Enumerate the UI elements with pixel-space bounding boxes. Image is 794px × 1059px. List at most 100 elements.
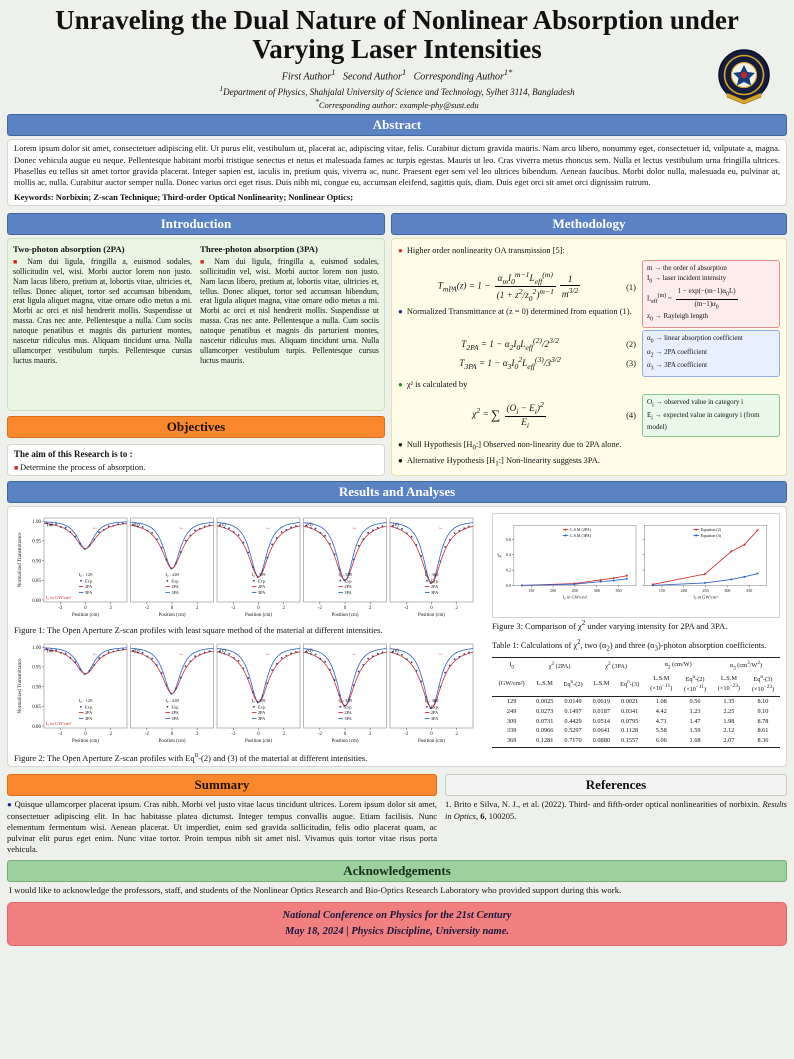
svg-text:2PA: 2PA [258, 585, 266, 590]
svg-text:Position (cm): Position (cm) [331, 739, 358, 744]
svg-text:2PA: 2PA [171, 585, 179, 590]
equation-3: T3PA = 1 − α3I02Leff(3)/33/2 (3) [398, 355, 636, 371]
svg-text:0.85: 0.85 [32, 580, 41, 585]
equation-2-body: T2PA = 1 − α2I0Leff(2)/23/2 [461, 336, 559, 353]
svg-text:-2: -2 [318, 732, 323, 737]
figure2-zscan-chart: Normalized Transmittance 1.00 0.95 0.90 0.85… [17, 643, 474, 744]
svg-text:Exp.: Exp. [85, 704, 93, 709]
svg-text:0: 0 [171, 606, 174, 611]
equation-2: T2PA = 1 − α2I0Leff(2)/23/2 (2) [398, 336, 636, 352]
svg-text:0: 0 [84, 732, 87, 737]
footer-line-1: National Conference on Physics for the 2… [282, 910, 512, 922]
svg-text:I₀ : 129: I₀ : 129 [79, 698, 93, 703]
equation-4-row: χ2 = ∑ (Oi − Ei)2 Ei (4) Oi → observed va… [398, 393, 780, 437]
svg-text:0.95: 0.95 [32, 666, 41, 671]
svg-text:3PA: 3PA [171, 716, 179, 721]
svg-text:1.00: 1.00 [32, 520, 41, 525]
svg-text:0: 0 [257, 732, 260, 737]
bullet-square-icon: ■ [13, 257, 28, 266]
bullet-dot-icon: ● [398, 455, 403, 465]
summary-body: ● Quisque ullamcorper placerat ipsum. Cr… [7, 799, 437, 855]
figure3-frame: χ² 0.0 0.2 0.4 0.6 L.S.M (2PA) L.S.M (3PA) 150 2… [492, 513, 780, 619]
references-column: References 1. Brito e Silva, N. J., et a… [445, 769, 787, 855]
svg-text:I₀ : 249: I₀ : 249 [165, 698, 179, 703]
svg-text:2PA: 2PA [431, 585, 439, 590]
svg-text:3PA: 3PA [258, 716, 266, 721]
svg-text:2PA: 2PA [85, 585, 93, 590]
section-header-introduction: Introduction [7, 212, 385, 235]
svg-text:3PA: 3PA [431, 716, 439, 721]
figure2-block: Normalized Transmittance 1.00 0.95 0.90 0.85… [14, 639, 482, 763]
bullet-dot-icon: ● [398, 306, 403, 316]
abstract-section: Lorem ipsum dolor sit amet, consectetuer… [7, 139, 787, 206]
svg-text:2: 2 [196, 732, 199, 737]
definition-line: Leff(m) = 1 − exp(−(m−1)α0L) (m−1)α0 [647, 287, 738, 311]
svg-text:I₀ : 309: I₀ : 309 [252, 698, 266, 703]
svg-text:2PA: 2PA [344, 710, 352, 715]
svg-text:(a): (a) [47, 521, 53, 528]
methodology-section: ● Higher order nonlinearity OA transmiss… [391, 237, 787, 477]
intro-heading-3pa: Three-photon absorption (3PA) [200, 243, 318, 254]
svg-text:Exp.: Exp. [431, 704, 439, 709]
svg-text:0.4: 0.4 [506, 553, 512, 558]
svg-text:-2: -2 [145, 606, 150, 611]
poster-header: Unraveling the Dual Nature of Nonlinear … [7, 4, 787, 109]
svg-text:I₀ in GW/cm²: I₀ in GW/cm² [693, 595, 718, 600]
svg-text:250: 250 [572, 589, 578, 594]
svg-text:2: 2 [369, 606, 372, 611]
svg-text:0.0: 0.0 [506, 583, 511, 588]
bullet-dot-icon: ● [7, 800, 15, 810]
svg-text:2: 2 [455, 606, 458, 611]
bullet-square-icon: ■ [200, 257, 215, 266]
introduction-section: Two-photon absorption (2PA) ■ Nam dui li… [7, 237, 385, 412]
svg-text:0: 0 [257, 606, 260, 611]
equation-4: χ2 = ∑ (Oi − Ei)2 Ei (4) [398, 400, 636, 430]
summary-text: Quisque ullamcorper placerat ipsum. Cras… [7, 799, 437, 855]
svg-text:3PA: 3PA [344, 590, 352, 595]
equation-4-left: χ2 = ∑ (Oi − Ei)2 Ei (4) [398, 397, 636, 433]
svg-text:0: 0 [344, 732, 347, 737]
bullet-text: Alternative Hypothesis [H1:] Non-lineari… [406, 455, 600, 468]
svg-text:←: ← [179, 651, 185, 657]
conference-footer: National Conference on Physics for the 2… [7, 902, 787, 946]
svg-text:0.80: 0.80 [32, 599, 41, 604]
intro-heading-2pa: Two-photon absorption (2PA) [13, 243, 125, 254]
svg-text:Position (cm): Position (cm) [331, 613, 358, 618]
svg-text:I₀ in GW/cm²: I₀ in GW/cm² [46, 595, 72, 600]
university-logo [718, 49, 770, 105]
svg-text:2PA: 2PA [344, 585, 352, 590]
reference-item: 1. Brito e Silva, N. J., et al. (2022). … [445, 799, 787, 821]
svg-text:300: 300 [724, 589, 730, 594]
svg-text:2: 2 [196, 606, 199, 611]
section-header-summary: Summary [7, 774, 437, 797]
svg-text:(d): (d) [307, 647, 313, 654]
svg-text:-2: -2 [404, 606, 409, 611]
definitions-box-chi-square: Oi → observed value in category i Ei → e… [642, 393, 780, 437]
corresponding-author-line: *Corresponding author: example-phy@sust.… [315, 97, 479, 110]
coefficients-table: I0 χ2 (2PA) χ2 (3PA) α2 (cm/W) α3 (cm3/W2) (G… [492, 657, 780, 749]
equation-1: TmPA(z) = 1 − αmI0m−1Leff(m) (1 + z2/z02)… [398, 270, 636, 303]
svg-text:I₀ : 309: I₀ : 309 [252, 572, 266, 577]
svg-text:(d): (d) [307, 521, 313, 528]
svg-text:2PA: 2PA [258, 710, 266, 715]
bullet-dot-icon: ● [398, 439, 403, 449]
figure1-caption: Figure 1: The Open Aperture Z-scan profi… [14, 625, 383, 636]
svg-text:L.S.M (3PA): L.S.M (3PA) [570, 533, 591, 538]
figure1-zscan-chart: Normalized Transmittance 1.00 0.95 0.90 0.85… [17, 518, 474, 618]
svg-text:3PA: 3PA [431, 590, 439, 595]
section-header-acknowledgements: Acknowledgements [7, 860, 787, 883]
svg-text:I₀ : 369: I₀ : 369 [425, 572, 439, 577]
svg-text:Position (cm): Position (cm) [245, 613, 272, 618]
methodology-bullet-5: ● Alternative Hypothesis [H1:] Non-linea… [398, 456, 780, 469]
svg-text:3PA: 3PA [171, 590, 179, 595]
svg-text:2PA: 2PA [85, 710, 93, 715]
equation-1-body: TmPA(z) = 1 − αmI0m−1Leff(m) (1 + z2/z02)… [437, 270, 581, 304]
intro-paragraph: Nam dui ligula, fringilla a, euismod sod… [13, 256, 192, 366]
svg-text:0: 0 [171, 732, 174, 737]
bullet-text: Normalized Transmittance at (z = 0) dete… [406, 306, 632, 316]
svg-text:3PA: 3PA [344, 716, 352, 721]
figure3-caption: Figure 3: Comparison of χ2 under varying… [492, 619, 728, 632]
equation-1-row: TmPA(z) = 1 − αmI0m−1Leff(m) (1 + z2/z02)… [398, 259, 780, 329]
svg-text:Equation (2): Equation (2) [701, 527, 722, 532]
svg-text:-2: -2 [58, 606, 63, 611]
